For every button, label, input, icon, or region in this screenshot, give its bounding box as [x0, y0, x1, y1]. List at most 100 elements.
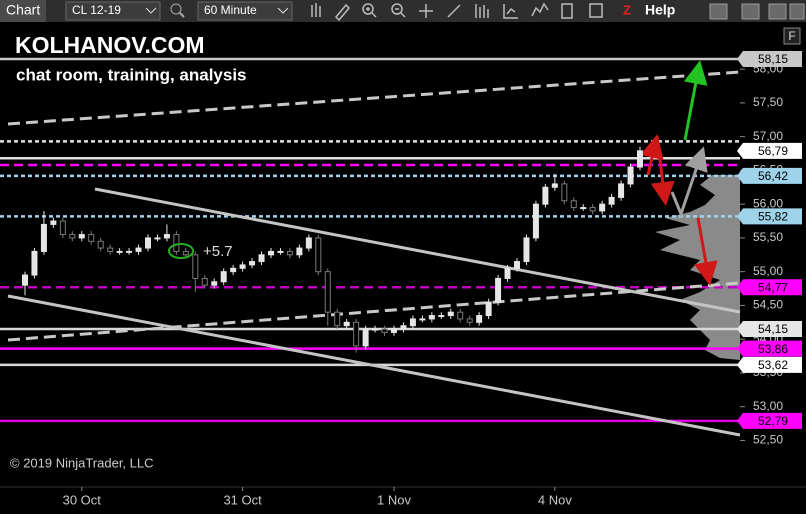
y-tick-label: 55,50 — [753, 230, 783, 244]
y-tick-label: 53,00 — [753, 399, 783, 413]
price-marker — [737, 279, 802, 296]
candle-body — [154, 237, 161, 240]
chart-subtitle: chat room, training, analysis — [16, 65, 247, 84]
maximize-button[interactable] — [741, 3, 760, 20]
candle-body — [391, 328, 397, 333]
candle-body — [145, 237, 151, 249]
trend-line — [7, 70, 741, 126]
candle-body — [561, 183, 568, 202]
candle-body — [409, 318, 416, 327]
candle-body — [286, 250, 293, 256]
candle-body — [126, 250, 133, 253]
candle-body — [523, 237, 530, 263]
instrument: CL 12-19 — [72, 3, 121, 17]
search-icon[interactable] — [170, 3, 182, 15]
x-tick-label: 1 Nov — [377, 492, 411, 507]
price-marker — [737, 51, 802, 68]
price-marker-label: 56,79 — [758, 144, 788, 158]
candle-body — [608, 196, 615, 205]
candle-body — [495, 277, 502, 303]
price-marker-label: 52,79 — [758, 414, 788, 428]
candle-body — [353, 321, 360, 347]
candle-body — [400, 325, 407, 330]
candle-body — [97, 240, 104, 249]
candle-body — [627, 166, 634, 185]
dropdown-arrow — [145, 7, 157, 14]
candle-body — [78, 234, 85, 239]
candle-body — [59, 220, 66, 236]
x-tick-label: 31 Oct — [223, 492, 262, 507]
arrow-up — [670, 146, 708, 219]
price-marker-label: 54,77 — [758, 280, 788, 294]
candle-body — [343, 321, 350, 327]
chart-tab[interactable] — [0, 0, 46, 22]
candle-body — [192, 254, 199, 279]
candle-body — [163, 234, 170, 239]
instrument-select[interactable] — [65, 1, 161, 21]
search-icon — [179, 12, 185, 18]
price-marker — [737, 356, 802, 373]
f-button[interactable] — [783, 27, 801, 45]
copyright: © 2019 NinjaTrader, LLC — [10, 455, 154, 470]
interval: 60 Minute — [204, 3, 257, 17]
candle-body — [504, 267, 511, 279]
candle-body — [419, 318, 426, 321]
candle-body — [589, 207, 596, 212]
candle-body — [173, 234, 180, 252]
price-marker-label: 53,86 — [758, 342, 788, 356]
candle-body — [542, 186, 549, 205]
close-button[interactable] — [789, 3, 805, 20]
price-marker — [737, 412, 802, 429]
candle-body — [230, 267, 237, 273]
chart-label: Chart — [6, 2, 40, 18]
candle-body — [201, 277, 208, 286]
arrow-down — [650, 135, 675, 206]
toolbar-icons[interactable] — [311, 2, 603, 22]
candle-body — [580, 207, 587, 210]
y-tick-label: 57,00 — [753, 129, 783, 143]
candle-body — [324, 271, 331, 313]
trend-line — [7, 281, 741, 342]
trend-line — [7, 294, 741, 437]
candle-body — [107, 247, 114, 252]
candle-body — [570, 200, 577, 209]
dropdown-arrow — [277, 7, 289, 14]
candle-body — [315, 237, 322, 273]
price-marker-label: 55,82 — [758, 209, 788, 223]
price-marker-label: 54,15 — [758, 322, 788, 336]
candle-body — [22, 274, 28, 286]
candle-body — [305, 237, 312, 249]
restore-button[interactable] — [768, 3, 787, 20]
candle-body — [532, 203, 539, 239]
candle-body — [182, 250, 189, 256]
candle-body — [637, 150, 643, 168]
minimize-button[interactable] — [709, 3, 728, 20]
x-tick-label: 30 Oct — [63, 492, 102, 507]
candle-body — [296, 247, 303, 256]
arrow-up — [683, 60, 708, 141]
candle-body — [40, 223, 47, 252]
y-tick-label: 57,50 — [753, 95, 783, 109]
candle-body — [220, 271, 227, 283]
candle-body — [551, 183, 558, 188]
chart-title: KOLHANOV.COM — [15, 32, 205, 58]
interval-select[interactable] — [197, 1, 293, 21]
candle-body — [258, 254, 265, 263]
trend-line — [94, 187, 741, 314]
candle-body — [69, 234, 76, 239]
arrow-up — [640, 134, 664, 176]
candle-body — [88, 234, 95, 242]
z-icon[interactable]: Z — [623, 2, 631, 17]
candle-body — [249, 261, 256, 266]
annotation: +5.7 — [203, 243, 233, 260]
candle-body — [268, 250, 274, 256]
price-marker — [737, 321, 802, 338]
candle-body — [362, 328, 369, 347]
price-marker-label: 56,42 — [758, 169, 788, 183]
help[interactable]: Help — [645, 2, 675, 18]
candle-body — [381, 328, 388, 333]
candle-body — [428, 315, 435, 320]
